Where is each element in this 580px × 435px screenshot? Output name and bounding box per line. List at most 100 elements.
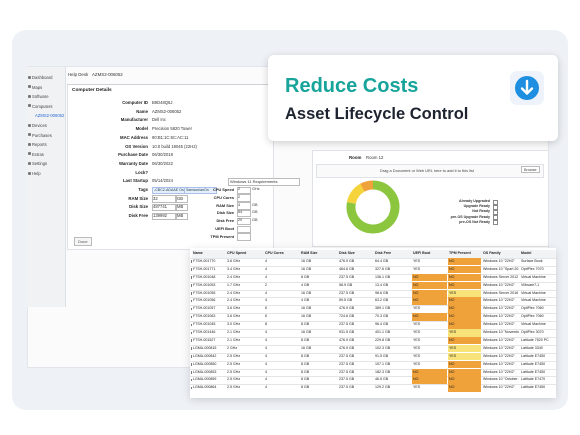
table-cell: NO [412,289,447,298]
field-label: Disk Free [128,213,148,219]
table-cell: 8 GB [301,361,310,366]
table-cell: 2 [265,282,267,287]
callout-title: Reduce Costs [285,75,419,97]
table-cell: F7SH-001048 [193,274,216,279]
table-cell: F7SH-001057 [193,306,216,311]
table-cell: 16 GB [301,345,312,350]
table-cell: 70.3 GB [375,314,389,319]
table-cell: YES [413,361,421,366]
sidebar-item[interactable]: Extras [32,151,44,157]
table-cell: 16 GB [301,314,312,319]
table-cell: 13.4 GB [375,282,389,287]
table-cell: 58.9 GB [339,282,353,287]
table-cell: Latitude E7450 [521,353,546,358]
table-cell: NO [412,297,447,305]
table-cell: 2.5 GHz [227,353,241,358]
sidebar-item[interactable]: Help [32,171,41,176]
column-header: Disk Free [374,250,413,258]
table-cell: Surface Book [521,258,543,263]
table-cell: 107.1 GB [375,361,391,366]
field-value: Precision 5820 Tower [152,126,192,132]
table-cell: 3.6 GHz [227,314,241,319]
table-cell: 237.5 GB [339,274,355,279]
table-cell: 4 [265,369,267,374]
table-cell: 1.7 GHz [227,282,241,287]
sidebar-item[interactable]: Settings [32,161,48,167]
donut-segment [346,180,400,234]
sidebar-item[interactable]: Computers [32,103,53,109]
field-label: Name [136,108,148,114]
table-cell: NO [412,313,447,321]
table-cell: NO [448,257,481,266]
req-label: Disk Free [216,218,234,224]
field-label: MAC Address [119,134,148,140]
table-cell: Windows 10 "22H2" [483,282,515,287]
table-cell: 4 [265,353,267,358]
sidebar-item[interactable]: Maps [32,84,43,90]
field-value: 487741 [153,204,167,210]
table-cell: 4 [265,298,267,303]
table-cell: Latitude 7520 PC [521,337,549,342]
table-cell: NO [448,376,481,384]
table-cell: NO [412,273,447,282]
field-value: AZMS2-006052 [152,108,182,114]
table-cell: LGMA-000850 [193,361,217,366]
table-cell: 237.5 GB [339,369,355,374]
table-cell: 237.5 GB [339,290,355,295]
sidebar-subitem[interactable]: AZMS2-006052 [35,113,65,119]
sidebar-icon [28,104,31,108]
field-input [152,195,176,203]
column-header: RAM Size [300,250,339,258]
table-cell: NO [448,265,481,274]
sidebar-item[interactable]: Software [32,94,49,100]
table-cell: 8 GB [301,274,310,279]
sidebar-item[interactable]: Devices [32,123,47,128]
table-cell: 8 GB [301,337,310,342]
table-cell: LGMA-000815 [193,345,217,350]
table-cell: 3.6 GHz [227,306,241,311]
row-icon [190,299,192,303]
table-cell: Latitude E7450 [521,385,546,390]
field-value: 06/30/2022 [152,160,173,166]
table-cell: 2.5 GHz [227,385,241,390]
field-label: Warranty Date [119,160,148,166]
legend-label: Already Upgraded [459,199,490,203]
table-cell: OptiPlex 7060 [521,306,544,311]
field-label: Lock? [135,169,148,175]
row-icon [190,378,192,382]
row-icon [190,268,192,271]
breadcrumb: AZMS2-006052 [92,72,123,77]
table-cell: NO [448,384,481,392]
column-header: UEFI Boot [412,250,449,258]
table-cell: F7SH-001771 [193,266,216,271]
column-header: OS Family [482,250,521,258]
table-cell: 16 GB [301,258,312,263]
req-value: 4 [238,202,241,207]
row-icon [190,371,192,374]
sidebar-item[interactable]: Purchases [32,132,52,138]
table-cell: NO [448,360,481,369]
done-button[interactable]: Done [74,237,92,246]
download-tile[interactable] [510,71,544,105]
table-cell: 59.5 GB [339,298,353,303]
row-icon [190,363,192,366]
table-cell: 4 GB [301,282,310,287]
legend-label: pre-OS Not Ready [459,219,490,224]
tag-chip: -CBC2-ADAAE Osk [152,186,185,194]
sidebar-item[interactable]: Reports [32,142,47,148]
table-cell: Windows 10 "22H2" [483,369,515,374]
browse-button[interactable]: Browse [521,166,540,173]
sidebar-item[interactable]: Dashboard [32,75,53,80]
table-cell: Windows 10 "22H2" [483,345,515,350]
table-cell: NO [448,305,481,313]
table-cell: LGMA-000853 [193,369,217,374]
table-cell: 4 [265,385,267,390]
table-cell: 237.5 GB [339,361,355,366]
field-input [152,212,176,221]
table-cell: 4 GB [301,298,310,303]
row-icon [190,347,192,350]
table-cell: YES [448,344,481,353]
field-value: Dell Inc [152,117,166,123]
dropzone[interactable] [316,164,544,178]
req-value: 2 [238,194,241,199]
